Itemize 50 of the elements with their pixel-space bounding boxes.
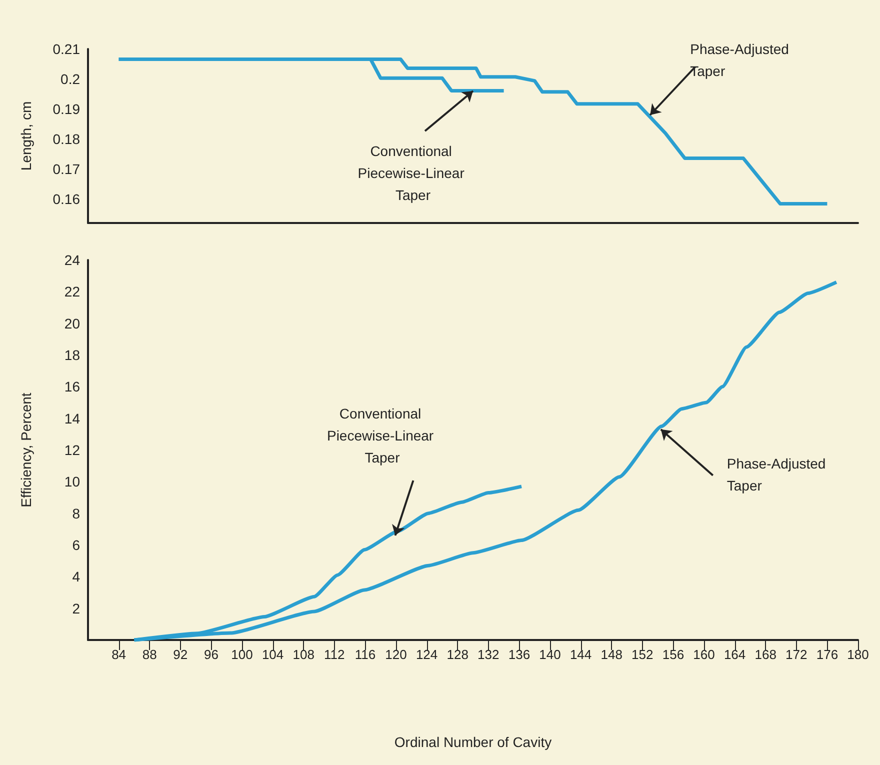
x-tick-label: 96	[204, 647, 218, 662]
annotation: Phase-Adjusted Taper	[726, 455, 830, 494]
x-tick-label: 164	[724, 647, 746, 662]
annotation: Conventional Piecewise-Linear Taper	[358, 143, 468, 203]
y-axis-title: Length, cm	[18, 101, 34, 171]
y-tick-label: 12	[64, 442, 80, 458]
y-tick-label: 0.21	[52, 41, 80, 57]
x-tick-label: 104	[262, 647, 284, 662]
x-tick-label: 152	[632, 647, 654, 662]
x-tick-label: 84	[112, 647, 126, 662]
x-tick-label: 108	[292, 647, 314, 662]
y-tick-label: 2	[72, 600, 80, 616]
x-tick-label: 156	[662, 647, 684, 662]
x-tick-label: 116	[354, 647, 376, 662]
x-tick-label: 144	[570, 647, 592, 662]
x-tick-label: 128	[446, 647, 468, 662]
y-tick-label: 10	[64, 474, 80, 490]
x-tick-label: 92	[173, 647, 188, 662]
x-tick-label: 140	[539, 647, 561, 662]
x-axis-title: Ordinal Number of Cavity	[394, 734, 552, 750]
y-axis-title: Efficiency, Percent	[18, 392, 34, 508]
y-tick-label: 24	[64, 252, 80, 268]
y-tick-label: 22	[64, 284, 80, 300]
x-tick-label: 160	[693, 647, 715, 662]
x-tick-label: 100	[231, 647, 253, 662]
y-tick-label: 0.16	[52, 191, 80, 207]
x-tick-label: 172	[786, 647, 808, 662]
y-tick-label: 0.18	[52, 131, 80, 147]
y-tick-label: 0.17	[52, 161, 80, 177]
y-tick-label: 6	[72, 537, 80, 553]
x-tick-label: 124	[416, 647, 438, 662]
x-tick-label: 132	[478, 647, 500, 662]
y-tick-label: 8	[72, 505, 80, 522]
annotation: Conventional Piecewise-Linear Taper	[326, 406, 438, 466]
annotation: Phase-Adjusted Taper	[690, 41, 793, 79]
x-tick-label: 176	[816, 647, 838, 662]
x-tick-label: 88	[142, 647, 157, 662]
x-tick-label: 120	[385, 647, 407, 662]
x-tick-label: 168	[754, 647, 776, 662]
y-tick-label: 0.2	[60, 71, 80, 87]
y-tick-label: 20	[64, 315, 80, 332]
x-tick-label: 112	[324, 647, 345, 662]
x-tick-label: 148	[600, 647, 622, 662]
y-tick-label: 18	[64, 347, 80, 363]
y-tick-label: 4	[72, 568, 80, 585]
y-tick-label: 0.19	[52, 101, 80, 117]
x-tick-label: 180	[847, 647, 869, 662]
x-tick-label: 136	[508, 647, 530, 662]
y-tick-label: 16	[64, 378, 80, 395]
y-tick-label: 14	[64, 410, 80, 426]
